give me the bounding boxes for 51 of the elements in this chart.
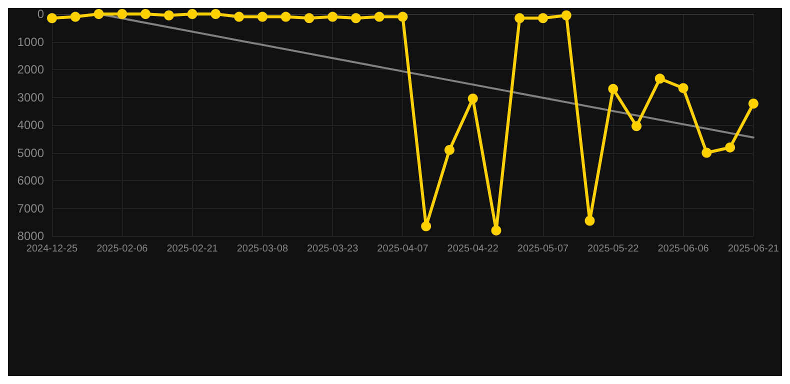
x-tick-label: 2025-06-06: [658, 244, 710, 254]
point: [561, 10, 572, 20]
y-tick-label: 1000: [17, 34, 44, 49]
x-tick-label: 2025-05-22: [588, 244, 640, 254]
point: [654, 74, 665, 84]
point: [678, 83, 688, 94]
point: [608, 84, 618, 94]
point: [304, 13, 314, 24]
point: [538, 13, 548, 24]
point: [328, 12, 338, 22]
y-tick-label: 0: [37, 7, 44, 21]
point: [257, 12, 268, 22]
point: [702, 148, 712, 158]
point: [468, 94, 478, 104]
point: [632, 121, 642, 132]
point: [444, 144, 454, 155]
point: [234, 12, 244, 22]
point: [94, 9, 104, 19]
y-tick-label: 2000: [17, 62, 44, 76]
point: [491, 225, 502, 236]
point: [47, 13, 57, 24]
x-tick-label: 2025-03-23: [306, 244, 359, 254]
point: [725, 142, 736, 152]
y-tick-label: 3000: [17, 90, 44, 104]
point: [421, 221, 432, 232]
x-tick-label: 2025-02-21: [166, 244, 218, 254]
point: [514, 13, 525, 24]
point: [164, 10, 174, 20]
x-tick-label: 2025-06-21: [728, 244, 780, 254]
point: [350, 13, 361, 24]
point: [398, 12, 408, 22]
point: [70, 12, 80, 22]
point: [140, 9, 151, 19]
point: [210, 9, 221, 19]
point: [374, 12, 384, 22]
point: [748, 98, 758, 109]
point: [584, 216, 595, 226]
y-tick-label: 5000: [17, 146, 44, 160]
y-tick-label: 6000: [17, 174, 44, 188]
y-tick-label: 8000: [17, 229, 44, 243]
y-tick-label: 4000: [17, 118, 44, 132]
point: [187, 9, 198, 19]
point: [280, 12, 291, 22]
x-tick-label: 2025-03-08: [236, 244, 288, 254]
x-tick-label: 2024-12-25: [26, 244, 78, 254]
x-tick-label: 2025-05-07: [517, 244, 570, 254]
x-tick-label: 2025-04-07: [377, 244, 429, 254]
x-tick-label: 2025-04-22: [447, 244, 499, 254]
x-tick-label: 2025-02-06: [96, 244, 148, 254]
y-tick-label: 7000: [17, 201, 44, 216]
point: [117, 9, 128, 19]
